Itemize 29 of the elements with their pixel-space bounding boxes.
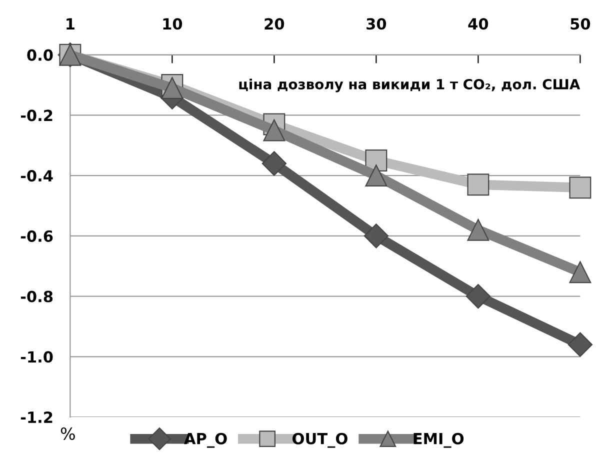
x-tick-label: 30 xyxy=(366,18,386,30)
point xyxy=(365,164,388,187)
y-tick-label: -0.4 xyxy=(20,170,53,182)
point xyxy=(466,284,491,309)
x-tick-label: 20 xyxy=(264,18,284,30)
y-tick-label: -0.6 xyxy=(20,230,53,242)
x-tick-label: 40 xyxy=(468,18,488,30)
y-tick-label: -1.2 xyxy=(20,411,52,423)
legend-label: AP_O xyxy=(184,432,227,448)
point xyxy=(568,332,593,357)
point xyxy=(161,77,184,100)
x-tick-label: 10 xyxy=(163,18,182,30)
x-tick-label: 1 xyxy=(66,18,74,30)
point xyxy=(364,224,389,248)
x-tick-label: 50 xyxy=(570,18,590,30)
point xyxy=(263,119,286,142)
y-tick-label: -1.0 xyxy=(20,351,53,363)
text: % xyxy=(60,427,75,440)
legend-label: OUT_O xyxy=(292,432,348,448)
y-tick-label: -0.2 xyxy=(20,110,52,122)
point xyxy=(467,218,490,241)
point xyxy=(569,261,592,284)
point xyxy=(467,174,490,196)
legend-label: EMI_O xyxy=(414,432,464,448)
y-tick-label: -0.8 xyxy=(20,290,53,302)
point xyxy=(569,176,592,199)
y-tick-label: 0.0 xyxy=(27,49,53,61)
x-axis-title: ціна дозволу на викиди 1 т CO₂, дол. США xyxy=(239,78,580,92)
point xyxy=(262,151,287,176)
